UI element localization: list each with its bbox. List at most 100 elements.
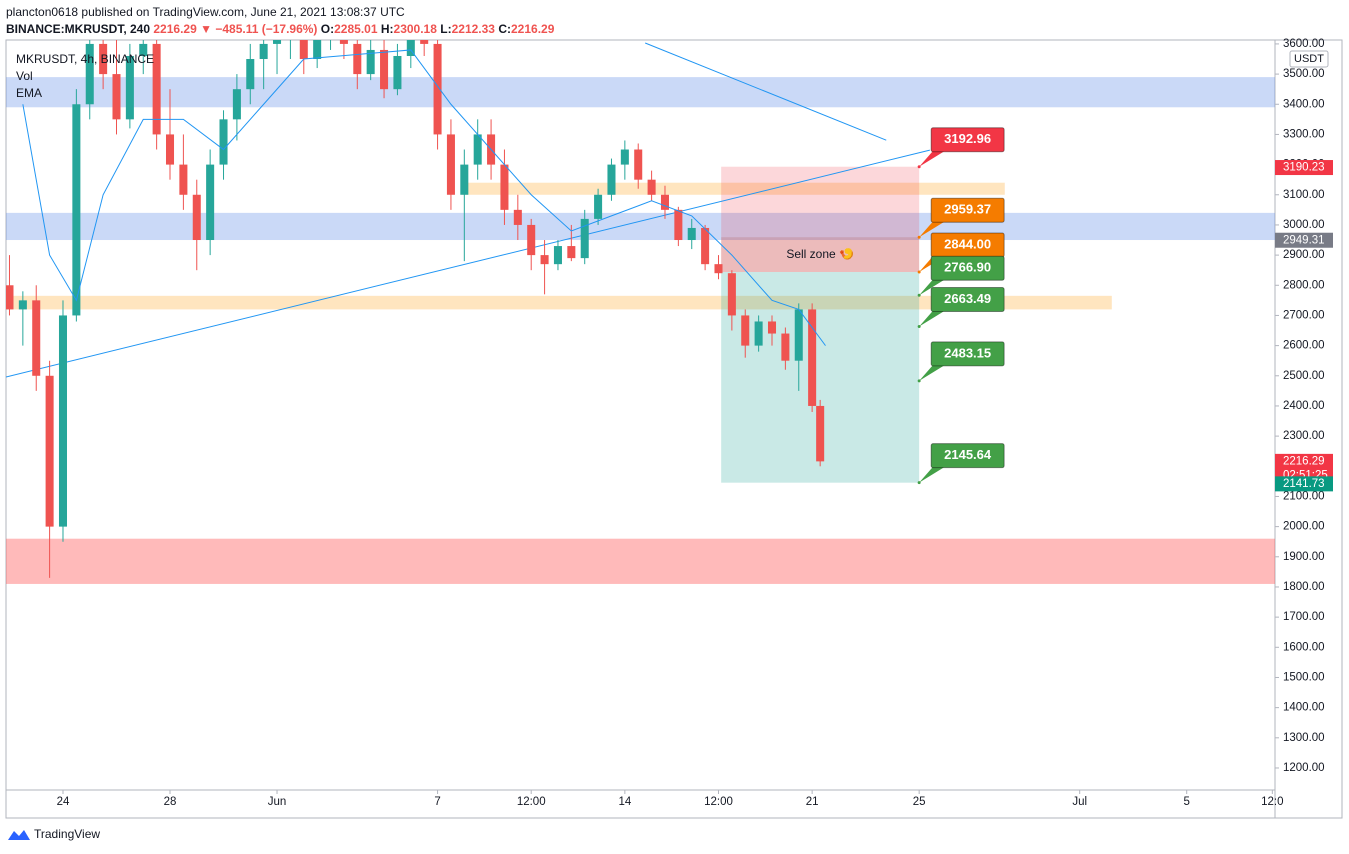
candle-body <box>99 43 108 75</box>
candle-body <box>353 43 362 75</box>
candle-body <box>18 300 27 310</box>
callout-label: 2483.15 <box>944 345 991 360</box>
y-tick-label: 1600.00 <box>1283 641 1325 653</box>
c-label: C: <box>498 22 511 36</box>
y-tick-label: 3000.00 <box>1283 219 1325 231</box>
x-tick-label: 12:00 <box>704 796 733 808</box>
zone <box>6 77 1275 108</box>
y-tick-label: 2000.00 <box>1283 521 1325 533</box>
candle-body <box>500 164 509 210</box>
candle-body <box>741 315 750 346</box>
candle-body <box>286 29 294 38</box>
y-tick-label: 3300.00 <box>1283 128 1325 140</box>
candle-body <box>714 264 723 274</box>
zone <box>6 538 1275 584</box>
price-label-box <box>1275 160 1333 176</box>
zone <box>721 237 920 272</box>
publisher: plancton0618 published on TradingView.co… <box>6 5 405 19</box>
change: −485.11 (−17.96%) <box>215 22 318 36</box>
price-label-box <box>1275 232 1333 248</box>
y-tick-label: 3400.00 <box>1283 98 1325 110</box>
legend-ema: EMA <box>16 86 42 100</box>
callout-dot <box>917 379 921 383</box>
price-label: 2216.29 <box>1283 455 1325 467</box>
last: 2216.29 <box>153 22 197 36</box>
footer: TradingView <box>34 827 100 841</box>
callout-box <box>930 341 1005 367</box>
callout-label: 3192.96 <box>944 131 991 146</box>
candle-body <box>687 227 696 241</box>
candle-body <box>513 209 522 225</box>
candle-body <box>58 315 68 527</box>
candle-body <box>152 43 161 135</box>
candle-body <box>259 43 268 60</box>
candle-body <box>366 49 375 75</box>
callout-box <box>930 286 1005 312</box>
plot: Sell zone 🍤 <box>6 29 1275 584</box>
y-tick-label: 1200.00 <box>1283 762 1325 774</box>
callout-pointer <box>919 279 946 296</box>
candle-body <box>219 119 228 165</box>
zone <box>6 212 1275 241</box>
x-tick-label: 28 <box>164 796 177 808</box>
candle-body <box>727 273 736 316</box>
close: 2216.29 <box>511 22 555 36</box>
callout-pointer <box>919 466 946 483</box>
y-tick-label: 2900.00 <box>1283 249 1325 261</box>
zone <box>461 182 1005 195</box>
y-tick-label: 3100.00 <box>1283 189 1325 201</box>
callout-box <box>930 197 1005 223</box>
callout-pointer <box>919 221 946 238</box>
candle-body <box>594 194 603 219</box>
candle-body <box>165 134 175 165</box>
candle-body <box>232 89 241 120</box>
candle-body <box>701 227 710 265</box>
callout-dot <box>917 324 921 328</box>
high: 2300.18 <box>393 22 437 36</box>
arrow: ▼ <box>200 22 212 36</box>
candle-body <box>313 40 322 60</box>
y-tick-label: 2700.00 <box>1283 309 1325 321</box>
candle-body <box>85 43 94 105</box>
callout-box <box>930 443 1005 469</box>
callout-dot <box>917 270 921 274</box>
candle-body <box>767 321 777 334</box>
x-tick-label: 12:0 <box>1261 796 1283 808</box>
candle-body <box>634 149 643 180</box>
candle-body <box>754 321 763 346</box>
x-tick-label: 7 <box>434 796 440 808</box>
candle-body <box>393 55 402 90</box>
candle-body <box>299 40 308 60</box>
candle-body <box>567 246 576 259</box>
currency: USDT <box>1294 53 1324 65</box>
candle-body <box>808 309 817 406</box>
candle-body <box>473 134 482 165</box>
y-tick-label: 1500.00 <box>1283 672 1325 684</box>
candle-body <box>6 285 14 310</box>
x-tick-label: 14 <box>618 796 631 808</box>
y-tick-label: 2600.00 <box>1283 340 1325 352</box>
candle-body <box>32 300 41 376</box>
candle-body <box>206 164 215 241</box>
candle-body <box>125 55 134 120</box>
candle-body <box>527 224 536 256</box>
candle-body <box>406 40 415 56</box>
candle-body <box>192 194 201 241</box>
callout-box <box>930 255 1005 281</box>
price-label: 2949.31 <box>1283 234 1325 246</box>
currency-box <box>1289 50 1329 68</box>
callout-label: 2766.90 <box>944 260 991 275</box>
x-tick-label: 5 <box>1184 796 1190 808</box>
trend-line <box>6 149 930 378</box>
callout-dot <box>917 235 921 239</box>
candle-body <box>112 74 121 120</box>
x-tick-label: Jun <box>268 796 287 808</box>
candle-body <box>446 134 455 195</box>
o-label: O: <box>320 22 335 36</box>
candle-body <box>674 209 683 241</box>
candle-body <box>540 255 549 265</box>
candle-body <box>647 179 656 195</box>
candle-body <box>327 29 335 38</box>
candle-body <box>620 149 629 165</box>
